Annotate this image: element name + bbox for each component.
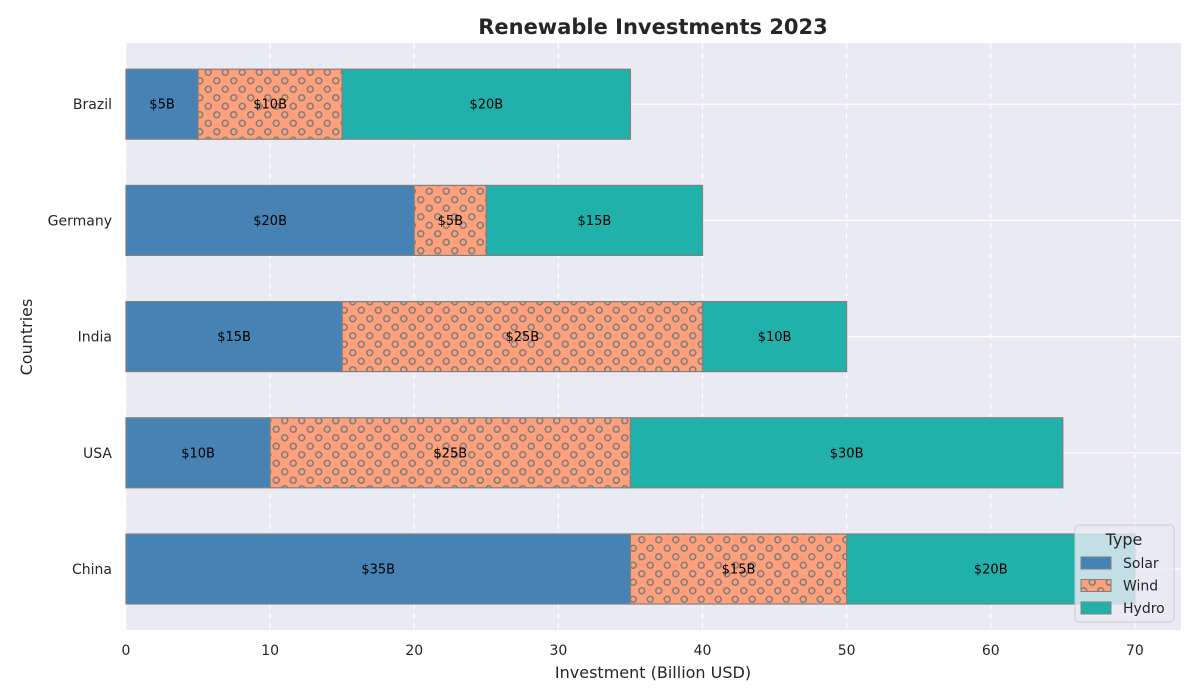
bar-china-wind	[629, 533, 848, 605]
y-axis-label: Countries	[17, 299, 36, 376]
legend-label-wind: Wind	[1123, 579, 1158, 595]
data-label-usa-wind: $25B	[433, 446, 467, 461]
x-tick-label-30: 30	[549, 643, 567, 659]
bar-india-hydro	[701, 301, 848, 373]
bar-india-solar	[125, 301, 343, 373]
legend-box	[1074, 524, 1175, 623]
x-tick-labels: 0 10 20 30 40 50 60 70	[122, 643, 1144, 659]
bar-germany-solar	[125, 184, 415, 256]
data-label-germany-hydro: $15B	[578, 214, 612, 229]
bar-india-wind	[341, 301, 704, 373]
data-label-china-wind: $15B	[722, 563, 756, 578]
legend-swatch-wind	[1080, 579, 1112, 592]
bar-brazil-wind	[197, 68, 343, 140]
data-label-india-solar: $15B	[217, 330, 251, 345]
data-label-china-hydro: $20B	[974, 563, 1008, 578]
x-axis-label: Investment (Billion USD)	[555, 663, 751, 682]
data-label-china-solar: $35B	[361, 563, 395, 578]
data-label-usa-hydro: $30B	[830, 446, 864, 461]
bar-china-solar	[125, 533, 632, 605]
data-label-brazil-hydro: $20B	[469, 98, 503, 113]
bar-usa-hydro	[629, 417, 1064, 489]
data-label-india-hydro: $10B	[758, 330, 792, 345]
legend-label-hydro: Hydro	[1123, 601, 1165, 617]
x-tick-label-50: 50	[838, 643, 856, 659]
data-label-brazil-wind: $10B	[253, 98, 287, 113]
bar-germany-wind	[413, 184, 487, 256]
x-tick-label-70: 70	[1126, 643, 1144, 659]
x-tick-label-20: 20	[405, 643, 423, 659]
legend-label-solar: Solar	[1123, 556, 1159, 572]
bar-usa-solar	[125, 417, 271, 489]
legend-items: Solar Wind Hydro	[1080, 556, 1165, 617]
bar-brazil-solar	[125, 68, 199, 140]
data-label-brazil-solar: $5B	[149, 98, 174, 113]
legend-title: Type	[1105, 530, 1143, 549]
data-label-germany-solar: $20B	[253, 214, 287, 229]
chart-title: Renewable Investments 2023	[478, 15, 828, 39]
data-label-india-wind: $25B	[505, 330, 539, 345]
bar-brazil-hydro	[341, 68, 632, 140]
data-label-usa-solar: $10B	[181, 446, 215, 461]
data-label-germany-wind: $5B	[438, 214, 463, 229]
bar-germany-hydro	[485, 184, 704, 256]
y-tick-label-usa: USA	[83, 446, 112, 462]
x-tick-label-40: 40	[694, 643, 712, 659]
y-tick-label-brazil: Brazil	[73, 97, 112, 113]
y-tick-label-india: India	[78, 330, 112, 346]
legend-swatch-solar	[1080, 556, 1112, 570]
x-tick-label-0: 0	[122, 643, 131, 659]
x-tick-label-60: 60	[982, 643, 1000, 659]
data-labels: $35B $15B $20B $10B $25B $30B $15B $25B $10B $20B…	[149, 98, 1007, 578]
y-tick-label-china: China	[72, 562, 112, 578]
bar-usa-wind	[269, 417, 632, 489]
legend: Type Solar Wind Hydro	[1074, 524, 1175, 623]
legend-swatch-hydro	[1080, 601, 1112, 615]
x-tick-label-10: 10	[261, 643, 279, 659]
bars	[125, 68, 1136, 605]
y-tick-label-germany: Germany	[48, 213, 112, 229]
y-tick-labels: China USA India Germany Brazil	[48, 97, 113, 578]
